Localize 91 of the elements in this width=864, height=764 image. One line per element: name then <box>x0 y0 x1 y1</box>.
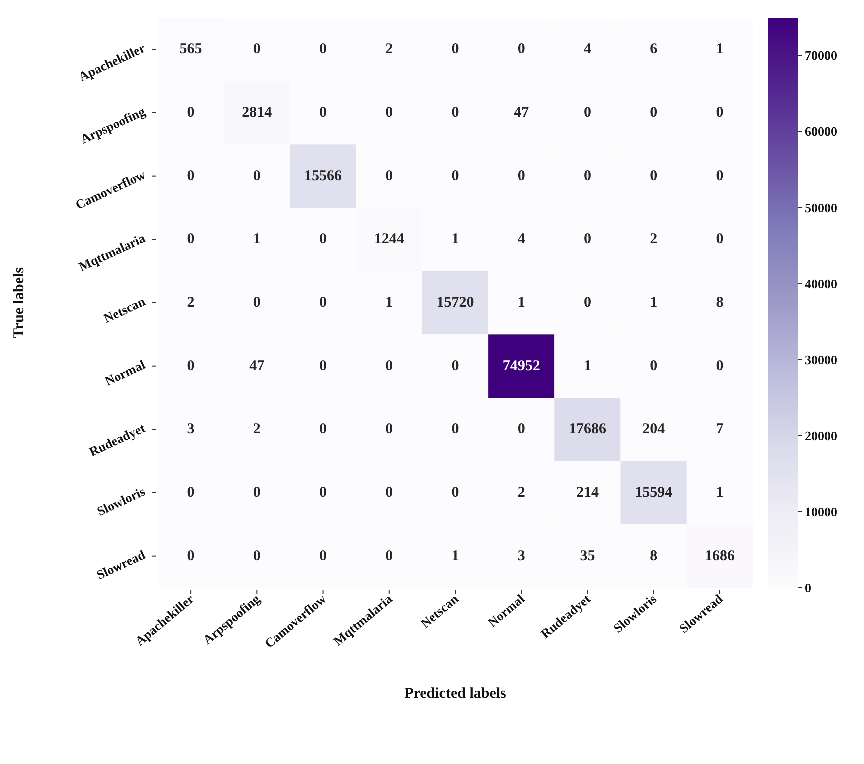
x-axis-title: Predicted labels <box>404 686 507 702</box>
data-label: 0 <box>187 168 195 184</box>
data-label: 214 <box>576 485 600 501</box>
data-label: 0 <box>253 485 261 501</box>
data-label: 0 <box>584 168 592 184</box>
data-label: 0 <box>650 168 658 184</box>
data-label: 1 <box>716 42 724 58</box>
data-label: 0 <box>253 548 261 564</box>
data-label: 0 <box>452 42 460 58</box>
y-axis-title: True labels <box>11 267 28 338</box>
color-bar-label: 40000 <box>805 276 838 292</box>
data-label: 0 <box>716 105 724 121</box>
data-label: 0 <box>253 42 261 58</box>
color-bar-label: 0 <box>805 580 812 596</box>
data-label: 0 <box>584 105 592 121</box>
data-label: 0 <box>716 168 724 184</box>
data-label: 0 <box>187 548 195 564</box>
data-label: 0 <box>584 232 592 248</box>
data-label: 1 <box>253 232 261 248</box>
data-label: 1 <box>386 295 394 311</box>
data-label: 47 <box>250 358 266 374</box>
data-label: 15720 <box>436 295 474 311</box>
data-label: 1 <box>518 295 526 311</box>
data-label: 7 <box>716 422 724 438</box>
data-label: 0 <box>253 295 261 311</box>
data-label: 1 <box>452 232 460 248</box>
data-label: 0 <box>320 422 328 438</box>
data-label: 1 <box>650 295 658 311</box>
data-label: 2 <box>386 42 394 58</box>
data-label: 2814 <box>242 105 273 121</box>
data-label: 0 <box>320 105 328 121</box>
data-label: 0 <box>650 105 658 121</box>
data-label: 2 <box>253 422 261 438</box>
color-bar-label: 50000 <box>805 200 838 216</box>
data-label: 0 <box>452 422 460 438</box>
data-label: 2 <box>518 485 526 501</box>
data-label: 74952 <box>502 358 540 374</box>
data-label: 204 <box>642 422 666 438</box>
data-label: 0 <box>452 485 460 501</box>
data-label: 0 <box>320 485 328 501</box>
data-label: 0 <box>187 232 195 248</box>
data-label: 0 <box>386 485 394 501</box>
data-label: 3 <box>187 422 195 438</box>
data-label: 0 <box>386 548 394 564</box>
data-label: 1686 <box>704 548 736 564</box>
color-bar-label: 60000 <box>805 124 838 140</box>
data-label: 0 <box>518 168 526 184</box>
data-label: 0 <box>518 42 526 58</box>
data-label: 0 <box>386 422 394 438</box>
data-label: 0 <box>452 105 460 121</box>
data-label: 0 <box>716 358 724 374</box>
data-label: 0 <box>518 422 526 438</box>
data-label: 1 <box>716 485 724 501</box>
data-label: 0 <box>187 358 195 374</box>
data-label: 15566 <box>304 168 343 184</box>
data-label: 0 <box>452 168 460 184</box>
data-label: 47 <box>514 105 530 121</box>
data-label: 3 <box>518 548 526 564</box>
data-label: 0 <box>187 485 195 501</box>
color-bar-label: 20000 <box>805 428 838 444</box>
data-label: 17686 <box>568 422 607 438</box>
data-label: 0 <box>452 358 460 374</box>
data-label: 4 <box>584 42 592 58</box>
data-label: 0 <box>253 168 261 184</box>
data-label: 15594 <box>635 485 674 501</box>
data-label: 0 <box>320 42 328 58</box>
data-label: 0 <box>386 105 394 121</box>
data-label: 0 <box>716 232 724 248</box>
data-label: 0 <box>187 105 195 121</box>
data-label: 4 <box>518 232 526 248</box>
data-label: 1244 <box>374 232 405 248</box>
data-label: 2 <box>187 295 195 311</box>
data-label: 8 <box>716 295 724 311</box>
color-bar-label: 70000 <box>805 48 838 64</box>
data-label: 0 <box>320 358 328 374</box>
data-label: 0 <box>320 295 328 311</box>
color-bar-label: 10000 <box>805 504 838 520</box>
data-label: 0 <box>320 548 328 564</box>
data-label: 8 <box>650 548 658 564</box>
data-label: 1 <box>584 358 592 374</box>
color-bar-label: 30000 <box>805 352 838 368</box>
data-label: 35 <box>580 548 596 564</box>
data-label: 1 <box>452 548 460 564</box>
data-label: 0 <box>320 232 328 248</box>
data-label: 0 <box>584 295 592 311</box>
data-label: 0 <box>386 168 394 184</box>
data-label: 0 <box>650 358 658 374</box>
data-label: 565 <box>180 42 202 58</box>
data-label: 0 <box>386 358 394 374</box>
data-label: 2 <box>650 232 658 248</box>
data-label: 6 <box>650 42 658 58</box>
